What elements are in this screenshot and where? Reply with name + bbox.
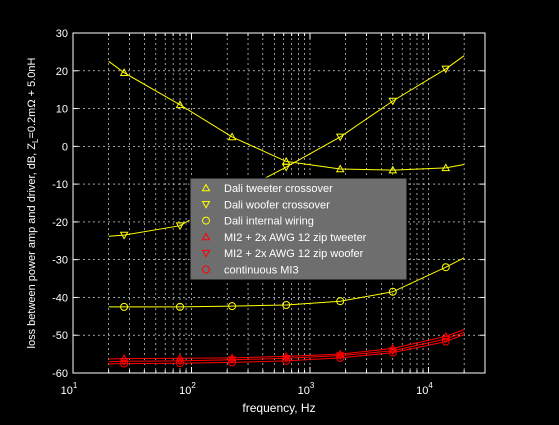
series-point [175, 222, 185, 231]
y-tick-label: -20 [52, 217, 68, 229]
x-tick-label: 103 [298, 381, 315, 397]
series-point [176, 302, 185, 311]
y-tick-label: -40 [52, 292, 68, 304]
legend: Dali tweeter crossover Dali woofer crosso… [189, 177, 408, 281]
series-3 [108, 257, 465, 311]
series-point [176, 359, 185, 368]
series-point [388, 347, 398, 356]
x-tick-label: 104 [416, 381, 433, 397]
legend-marker [202, 265, 210, 274]
series-point [388, 287, 397, 296]
series-point [282, 301, 291, 309]
series-point [281, 351, 291, 360]
y-axis-label-subscript: L [31, 138, 40, 143]
y-tick-label: -30 [52, 255, 68, 267]
series-point [441, 337, 450, 346]
tick-labels: -60 -50 -40 -30 -20 -10 0 10 20 30 101 102 103 104 [52, 28, 433, 397]
x-tick-label: 101 [61, 381, 78, 397]
series-point [119, 231, 129, 240]
series-point [282, 356, 291, 365]
axes-box [72, 32, 486, 374]
series-point [441, 335, 451, 344]
series-point [335, 349, 345, 358]
series-line [108, 257, 465, 308]
x-axis-label: frequency, Hz [242, 401, 315, 415]
series-4 [108, 329, 465, 362]
series-point [119, 68, 129, 76]
series-point [388, 165, 398, 174]
series-point [335, 133, 345, 142]
y-axis-label-tail: =0.2mΩ + 5.0nH [26, 58, 38, 139]
series-1 [108, 60, 465, 174]
series-5 [108, 331, 465, 366]
series-point [336, 297, 345, 306]
series-point [120, 302, 129, 311]
series-point [227, 132, 237, 141]
series-point [175, 357, 185, 366]
y-tick-label: 30 [56, 28, 68, 40]
legend-marker [201, 201, 211, 209]
series-layer [108, 55, 465, 368]
y-axis-label-main: loss between power amp and driver, dB, Z [26, 143, 38, 349]
legend-label: MI2 + 2x AWG 12 zip woofer [224, 248, 364, 260]
series-point [441, 65, 451, 74]
y-tick-label: -50 [52, 330, 68, 342]
series-point [388, 97, 398, 106]
y-tick-label: 20 [56, 66, 68, 78]
x-tick-label: 102 [179, 381, 196, 397]
legend-marker [201, 183, 211, 192]
legend-box [189, 177, 408, 281]
series-point [336, 353, 345, 362]
legend-label: Dali internal wiring [224, 216, 314, 228]
series-point [441, 263, 450, 272]
series-point [119, 357, 129, 366]
series-point [227, 356, 237, 365]
series-point [281, 354, 291, 363]
legend-label: MI2 + 2x AWG 12 zip tweeter [224, 232, 367, 244]
series-line [108, 331, 465, 363]
legend-label: continuous MI3 [224, 265, 299, 277]
series-point [227, 353, 237, 362]
series-line [108, 55, 465, 237]
y-tick-label: -10 [52, 179, 68, 191]
series-point [228, 302, 237, 311]
y-axis-label: loss between power amp and driver, dB, Z… [26, 58, 40, 349]
series-6 [108, 334, 465, 368]
series-point [441, 163, 451, 172]
series-point [388, 348, 397, 357]
series-line [108, 60, 465, 171]
series-point [175, 100, 185, 109]
legend-marker [202, 216, 210, 225]
tick-marks [73, 32, 485, 374]
y-tick-label: -60 [52, 368, 68, 380]
legend-label: Dali tweeter crossover [224, 183, 333, 195]
series-point [228, 358, 237, 367]
legend-label: Dali woofer crossover [224, 199, 330, 211]
series-line [108, 334, 465, 365]
legend-marker [201, 249, 211, 258]
legend-marker [201, 232, 211, 241]
series-point [335, 352, 345, 361]
series-line [108, 329, 465, 360]
series-point [335, 164, 345, 173]
y-tick-label: 10 [56, 104, 68, 116]
series-point [120, 359, 129, 368]
y-tick-label: 0 [62, 141, 68, 153]
series-point [281, 163, 291, 172]
